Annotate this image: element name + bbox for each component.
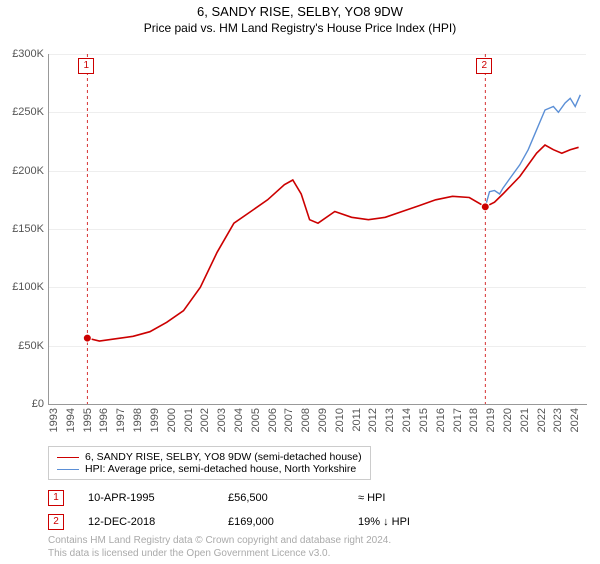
legend: 6, SANDY RISE, SELBY, YO8 9DW (semi-deta…: [48, 446, 371, 480]
sale-price: £56,500: [228, 492, 358, 504]
x-tick-label: 2015: [418, 408, 430, 432]
x-tick-label: 2023: [552, 408, 564, 432]
sale-row-2: 2 12-DEC-2018 £169,000 19% ↓ HPI: [48, 514, 578, 530]
series-property: [87, 145, 578, 341]
x-tick-label: 2009: [317, 408, 329, 432]
x-tick-label: 2013: [384, 408, 396, 432]
x-tick-label: 2018: [468, 408, 480, 432]
x-tick-label: 1996: [98, 408, 110, 432]
x-tick-label: 2014: [401, 408, 413, 432]
x-tick-label: 1999: [149, 408, 161, 432]
chart-title: 6, SANDY RISE, SELBY, YO8 9DW: [0, 4, 600, 19]
footer-line1: Contains HM Land Registry data © Crown c…: [48, 534, 391, 547]
x-tick-label: 2021: [519, 408, 531, 432]
x-tick-label: 2001: [183, 408, 195, 432]
y-tick-label: £300K: [12, 48, 44, 60]
x-tick-label: 1998: [132, 408, 144, 432]
y-tick-label: £250K: [12, 106, 44, 118]
x-tick-label: 2020: [502, 408, 514, 432]
legend-swatch: [57, 469, 79, 470]
footer-line2: This data is licensed under the Open Gov…: [48, 547, 391, 560]
y-tick-label: £50K: [18, 340, 44, 352]
sale-diff: ≈ HPI: [358, 492, 385, 504]
legend-swatch: [57, 457, 79, 458]
y-tick-label: £100K: [12, 281, 44, 293]
y-tick-label: £150K: [12, 223, 44, 235]
y-tick-label: £200K: [12, 165, 44, 177]
x-tick-label: 2007: [283, 408, 295, 432]
x-tick-label: 1993: [48, 408, 60, 432]
sale-row-1: 1 10-APR-1995 £56,500 ≈ HPI: [48, 490, 578, 506]
x-tick-label: 2000: [166, 408, 178, 432]
x-tick-label: 2022: [536, 408, 548, 432]
legend-label: HPI: Average price, semi-detached house,…: [85, 463, 356, 475]
event-badge: 2: [476, 58, 492, 74]
sale-date: 12-DEC-2018: [88, 516, 228, 528]
y-tick-label: £0: [32, 398, 44, 410]
legend-label: 6, SANDY RISE, SELBY, YO8 9DW (semi-deta…: [85, 451, 362, 463]
x-tick-label: 1994: [65, 408, 77, 432]
x-tick-label: 1995: [82, 408, 94, 432]
sale-date: 10-APR-1995: [88, 492, 228, 504]
plot-area: [48, 54, 587, 405]
x-tick-label: 2003: [216, 408, 228, 432]
chart-lines: [49, 54, 587, 404]
x-tick-label: 2004: [233, 408, 245, 432]
chart-subtitle: Price paid vs. HM Land Registry's House …: [0, 21, 600, 35]
x-tick-label: 2006: [267, 408, 279, 432]
sale-diff: 19% ↓ HPI: [358, 516, 410, 528]
legend-item-hpi: HPI: Average price, semi-detached house,…: [57, 463, 362, 475]
sale-price: £169,000: [228, 516, 358, 528]
x-tick-label: 2016: [435, 408, 447, 432]
event-badge: 1: [78, 58, 94, 74]
sale-badge: 2: [48, 514, 64, 530]
x-tick-label: 2011: [351, 408, 363, 432]
x-tick-label: 2012: [367, 408, 379, 432]
x-tick-label: 2005: [250, 408, 262, 432]
x-tick-label: 2024: [569, 408, 581, 432]
x-tick-label: 2008: [300, 408, 312, 432]
legend-item-property: 6, SANDY RISE, SELBY, YO8 9DW (semi-deta…: [57, 451, 362, 463]
x-tick-label: 1997: [115, 408, 127, 432]
x-tick-label: 2002: [199, 408, 211, 432]
footer: Contains HM Land Registry data © Crown c…: [48, 534, 391, 560]
x-tick-label: 2017: [452, 408, 464, 432]
sale-badge: 1: [48, 490, 64, 506]
x-tick-label: 2019: [485, 408, 497, 432]
x-tick-label: 2010: [334, 408, 346, 432]
